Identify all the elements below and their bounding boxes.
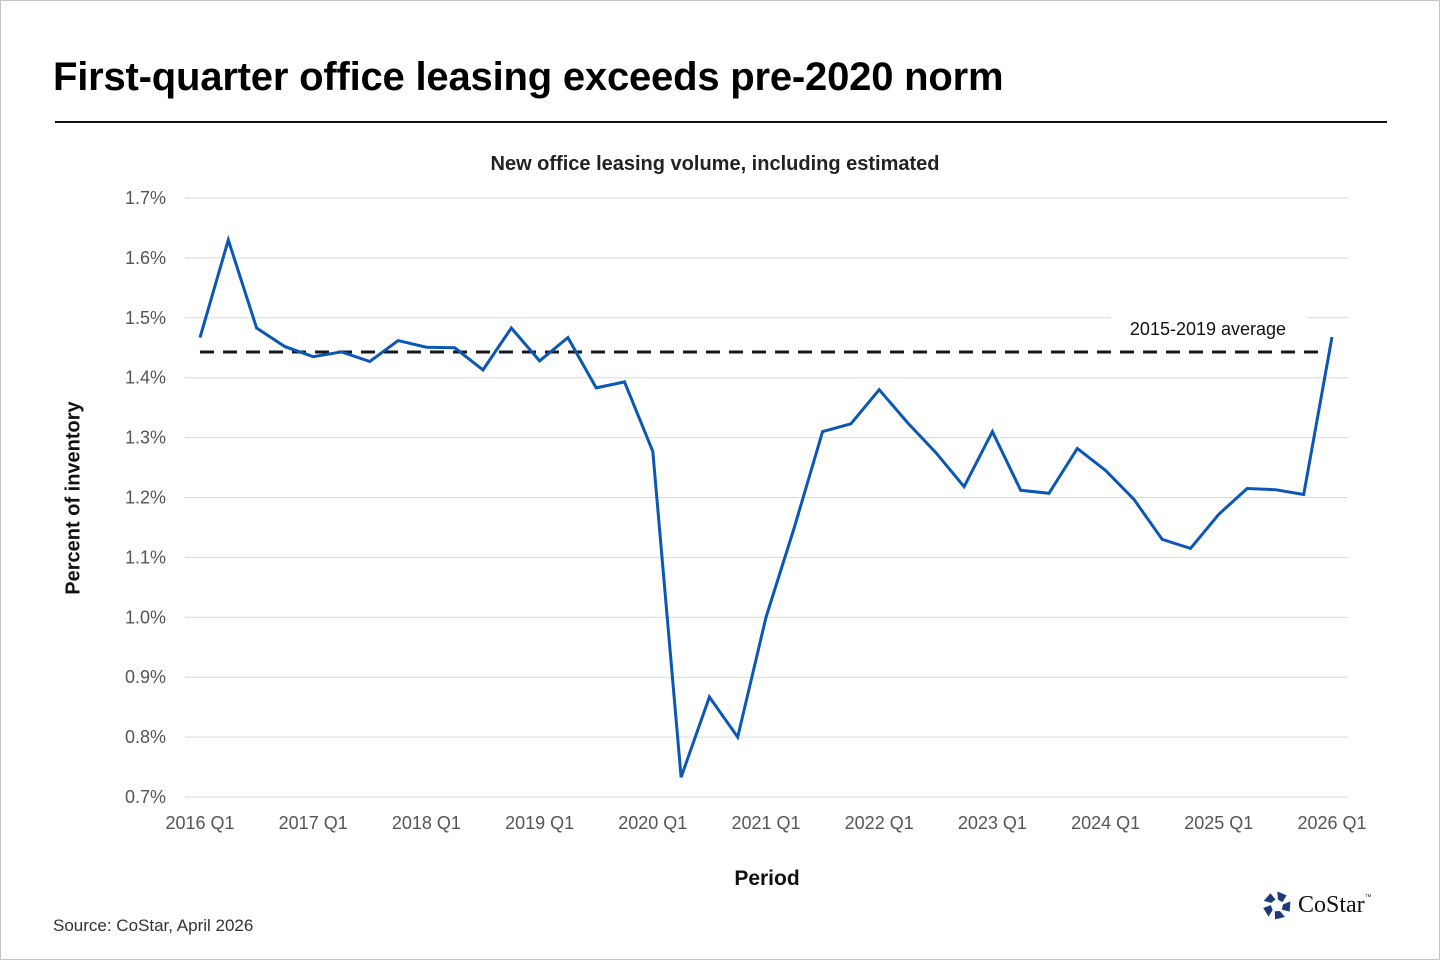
chart-subtitle: New office leasing volume, including est… <box>490 153 940 175</box>
y-tick-label: 1.6% <box>125 248 166 268</box>
average-annotation: 2015-2019 average <box>1130 319 1286 339</box>
x-tick-label: 2016 Q1 <box>165 813 234 833</box>
logo-segment <box>1274 911 1285 920</box>
x-tick-label: 2019 Q1 <box>505 813 574 833</box>
x-tick-label: 2021 Q1 <box>731 813 800 833</box>
annotation-background <box>1111 313 1307 340</box>
costar-logo: CoStar ™ <box>1260 890 1372 920</box>
y-tick-label: 1.1% <box>125 547 166 567</box>
y-tick-label: 1.5% <box>125 308 166 328</box>
y-axis-ticks: 1.7% 1.6% 1.5% 1.4% 1.3% 1.2% 1.1% 1.0% 0.9% 0.8%… <box>125 188 166 807</box>
y-tick-label: 1.7% <box>125 188 166 208</box>
y-tick-label: 0.8% <box>125 727 166 747</box>
x-tick-label: 2022 Q1 <box>845 813 914 833</box>
costar-star-icon <box>1263 891 1291 920</box>
x-tick-label: 2018 Q1 <box>392 813 461 833</box>
page-title: First-quarter office leasing exceeds pre… <box>53 55 1004 99</box>
y-tick-label: 0.9% <box>125 667 166 687</box>
x-tick-label: 2020 Q1 <box>618 813 687 833</box>
y-tick-label: 0.7% <box>125 787 166 807</box>
logo-wordmark: CoStar <box>1298 891 1365 918</box>
x-tick-label: 2023 Q1 <box>958 813 1027 833</box>
x-tick-label: 2026 Q1 <box>1297 813 1366 833</box>
x-tick-label: 2024 Q1 <box>1071 813 1140 833</box>
x-axis-title: Period <box>734 867 800 890</box>
logo-segment <box>1277 891 1287 903</box>
logo-trademark: ™ <box>1364 893 1372 901</box>
leasing-volume-line <box>198 234 1334 778</box>
y-tick-label: 1.3% <box>125 428 166 448</box>
title-divider <box>55 121 1387 123</box>
average-reference-line: 2015-2019 average <box>200 313 1319 354</box>
x-tick-label: 2017 Q1 <box>279 813 348 833</box>
logo-segment <box>1281 901 1291 912</box>
source-note: Source: CoStar, April 2026 <box>53 916 254 935</box>
logo-segment <box>1263 893 1276 903</box>
logo-segment <box>1263 905 1273 917</box>
y-tick-label: 1.4% <box>125 368 166 388</box>
y-tick-label: 1.2% <box>125 488 166 508</box>
gridlines <box>185 197 1348 798</box>
x-axis-ticks: 2016 Q1 2017 Q1 2018 Q1 2019 Q1 2020 Q1 2021 … <box>165 813 1366 833</box>
y-tick-label: 1.0% <box>125 607 166 627</box>
x-tick-label: 2025 Q1 <box>1184 813 1253 833</box>
